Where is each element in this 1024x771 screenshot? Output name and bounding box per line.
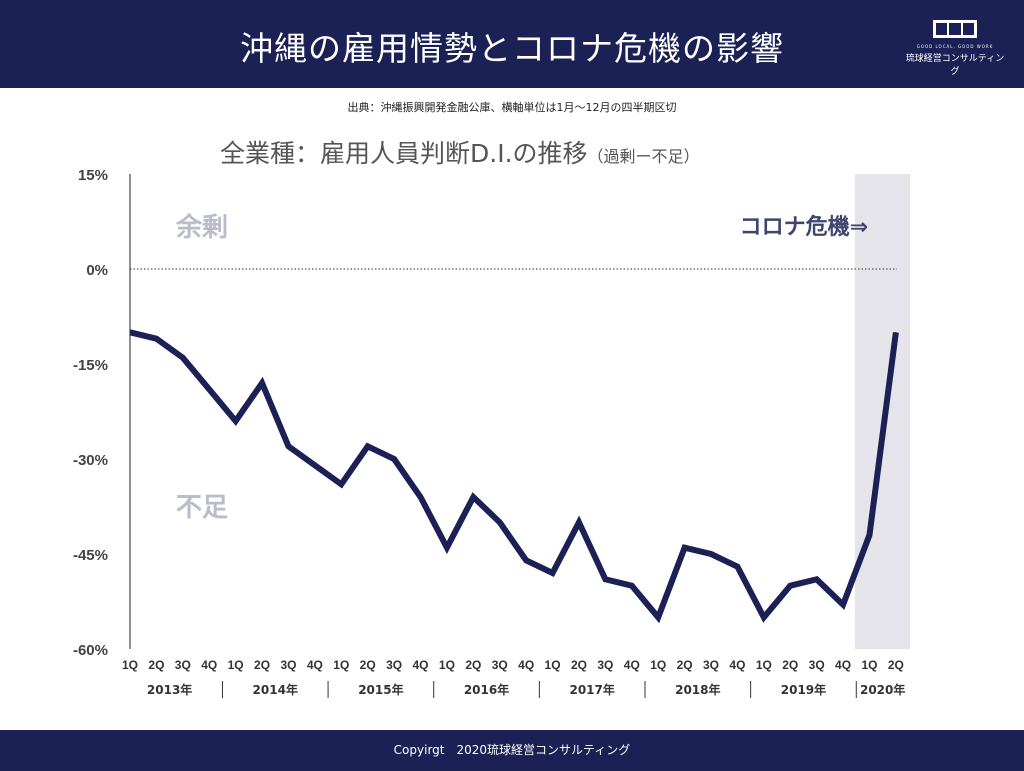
y-tick-label: -15% — [73, 357, 108, 374]
x-tick-label: 3Q — [280, 658, 296, 672]
data-point — [420, 496, 422, 498]
x-tick-label: 3Q — [809, 658, 825, 672]
line-chart: 15% 0% -15% -30% -45% -60% 1Q 2Q 3Q 4Q 1Q 2Q 3Q 4Q 1Q 2… — [73, 167, 911, 698]
year-label: 2015年 — [358, 682, 403, 697]
x-tick-label: 3Q — [175, 658, 191, 672]
year-label: 2017年 — [569, 682, 614, 697]
data-point — [842, 604, 844, 606]
x-tick-label: 1Q — [439, 658, 455, 672]
year-label: 2013年 — [147, 682, 192, 697]
data-point — [472, 496, 474, 498]
x-tick-label: 2Q — [360, 658, 376, 672]
data-point — [710, 553, 712, 555]
x-tick-label: 1Q — [756, 658, 772, 672]
data-point — [736, 566, 738, 568]
data-point — [208, 388, 210, 390]
x-tick-label: 2Q — [782, 658, 798, 672]
x-tick-label: 2Q — [148, 658, 164, 672]
x-tick-label: 3Q — [386, 658, 402, 672]
data-point — [604, 578, 606, 580]
x-tick-label: 1Q — [861, 658, 877, 672]
logo-mark-icon — [933, 20, 977, 38]
data-point — [895, 331, 897, 333]
chart-subtitle: （過剰ー不足） — [587, 147, 700, 166]
x-tick-label: 3Q — [703, 658, 719, 672]
company-logo: GOOD LOCAL, GOOD WORK 琉球経営コンサルティング — [905, 20, 1005, 77]
header-bar: 沖縄の雇用情勢とコロナ危機の影響 GOOD LOCAL, GOOD WORK 琉… — [0, 0, 1024, 88]
x-tick-label: 2Q — [254, 658, 270, 672]
covid-crisis-label: コロナ危機⇒ — [740, 214, 868, 240]
data-point — [129, 331, 131, 333]
chart-title-text: 全業種：雇用人員判断D.I.の推移 — [220, 139, 588, 168]
surplus-label: 余剰 — [175, 212, 228, 243]
y-tick-label: 0% — [86, 262, 108, 279]
data-point — [182, 357, 184, 359]
data-point — [499, 521, 501, 523]
data-point — [261, 382, 263, 384]
x-tick-label: 4Q — [624, 658, 640, 672]
data-point — [340, 483, 342, 485]
page-title: 沖縄の雇用情勢とコロナ危機の影響 — [240, 29, 784, 68]
x-tick-label: 4Q — [729, 658, 745, 672]
data-point — [552, 572, 554, 574]
x-tick-label: 1Q — [333, 658, 349, 672]
x-tick-label: 1Q — [545, 658, 561, 672]
x-tick-label: 2Q — [465, 658, 481, 672]
data-point — [657, 616, 659, 618]
x-tick-label: 1Q — [650, 658, 666, 672]
data-point — [763, 616, 765, 618]
year-label: 2018年 — [675, 682, 720, 697]
x-tick-label: 4Q — [307, 658, 323, 672]
x-tick-label: 4Q — [413, 658, 429, 672]
data-point — [816, 578, 818, 580]
data-point — [868, 534, 870, 536]
chart-title: 全業種：雇用人員判断D.I.の推移（過剰ー不足） — [220, 134, 700, 170]
source-note: 出典：沖縄振興開発金融公庫、横軸単位は1月〜12月の四半期区切 — [347, 101, 677, 114]
data-point — [393, 458, 395, 460]
y-tick-label: -30% — [73, 452, 108, 469]
y-tick-label: -60% — [73, 642, 108, 659]
x-tick-label: 1Q — [228, 658, 244, 672]
logo-name: 琉球経営コンサルティング — [905, 54, 1005, 77]
y-tick-label: 15% — [78, 167, 108, 184]
data-point — [525, 559, 527, 561]
series-line — [129, 329, 899, 624]
x-tick-label: 4Q — [201, 658, 217, 672]
y-tick-label: -45% — [73, 547, 108, 564]
data-point — [287, 445, 289, 447]
data-point — [314, 464, 316, 466]
x-tick-label: 2Q — [677, 658, 693, 672]
x-tick-label: 1Q — [122, 658, 138, 672]
x-tick-label: 2Q — [571, 658, 587, 672]
data-point — [789, 585, 791, 587]
data-point — [235, 420, 237, 422]
data-point — [367, 445, 369, 447]
x-tick-label: 4Q — [518, 658, 534, 672]
x-tick-label: 3Q — [597, 658, 613, 672]
year-label: 2019年 — [781, 682, 826, 697]
year-label: 2014年 — [253, 682, 298, 697]
data-point — [684, 547, 686, 549]
logo-tagline: GOOD LOCAL, GOOD WORK — [916, 44, 994, 49]
data-point — [631, 585, 633, 587]
x-tick-label: 4Q — [835, 658, 851, 672]
data-point — [155, 338, 157, 340]
year-label: 2020年 — [860, 682, 905, 697]
shortage-label: 不足 — [176, 493, 228, 523]
x-tick-label: 3Q — [492, 658, 508, 672]
data-point — [578, 521, 580, 523]
footer-copyright: Copyirgt 2020琉球経営コンサルティング — [0, 730, 1024, 771]
year-label: 2016年 — [464, 682, 509, 697]
x-tick-label: 2Q — [888, 658, 904, 672]
covid-highlight-band — [854, 174, 911, 649]
data-point — [446, 547, 448, 549]
